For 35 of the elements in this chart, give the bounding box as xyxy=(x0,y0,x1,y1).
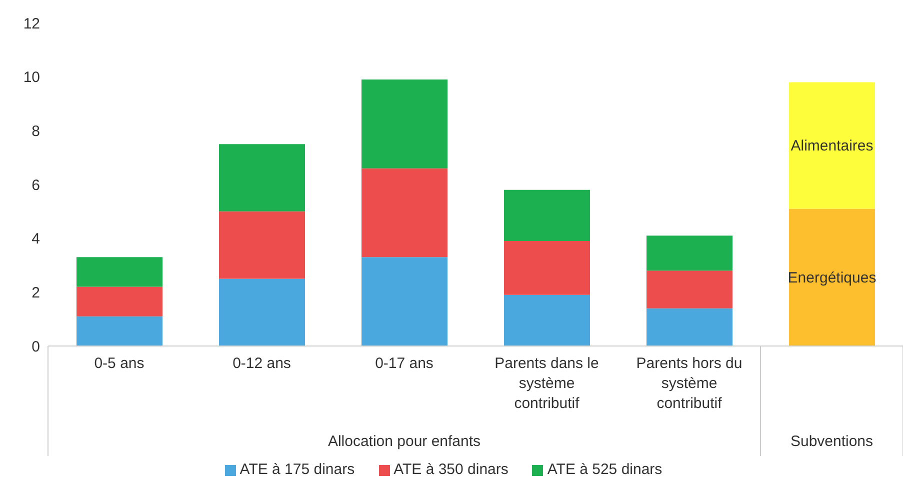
bar xyxy=(219,278,305,346)
x-tick-label: 0-12 ans xyxy=(232,355,291,372)
bar xyxy=(219,211,305,279)
legend-label: ATE à 525 dinars xyxy=(547,461,662,478)
series-label: Alimentaires xyxy=(790,137,874,154)
y-tick-label: 2 xyxy=(32,284,40,302)
bar xyxy=(76,257,162,287)
x-tick-label: 0-5 ans xyxy=(94,355,144,372)
bar xyxy=(646,236,732,271)
bar xyxy=(789,208,875,346)
bar xyxy=(76,286,162,316)
bar xyxy=(362,168,448,258)
bar xyxy=(646,308,732,346)
bar xyxy=(362,80,448,168)
x-tick-label: Parents dans le système contributif xyxy=(494,355,599,412)
bar xyxy=(646,270,732,308)
x-tick-label: 0-17 ans xyxy=(375,355,434,372)
bar xyxy=(504,190,590,242)
y-tick-label: 12 xyxy=(23,15,40,32)
y-tick-label: 4 xyxy=(32,230,40,248)
text: Allocation pour enfants xyxy=(328,433,481,450)
bar xyxy=(362,257,448,346)
x-tick-label: Parents hors du système contributif xyxy=(636,355,742,412)
y-tick-label: 10 xyxy=(23,69,40,86)
y-tick-label: 8 xyxy=(32,122,40,140)
legend-label: ATE à 350 dinars xyxy=(394,461,508,478)
bar xyxy=(219,144,305,212)
text: Subventions xyxy=(790,433,874,450)
bar xyxy=(504,241,590,295)
bar xyxy=(76,316,162,346)
y-tick-label: 0 xyxy=(32,338,40,356)
bar xyxy=(789,82,875,209)
bar xyxy=(504,294,590,346)
y-tick-label: 6 xyxy=(32,176,40,194)
legend-label: ATE à 175 dinars xyxy=(240,461,355,478)
